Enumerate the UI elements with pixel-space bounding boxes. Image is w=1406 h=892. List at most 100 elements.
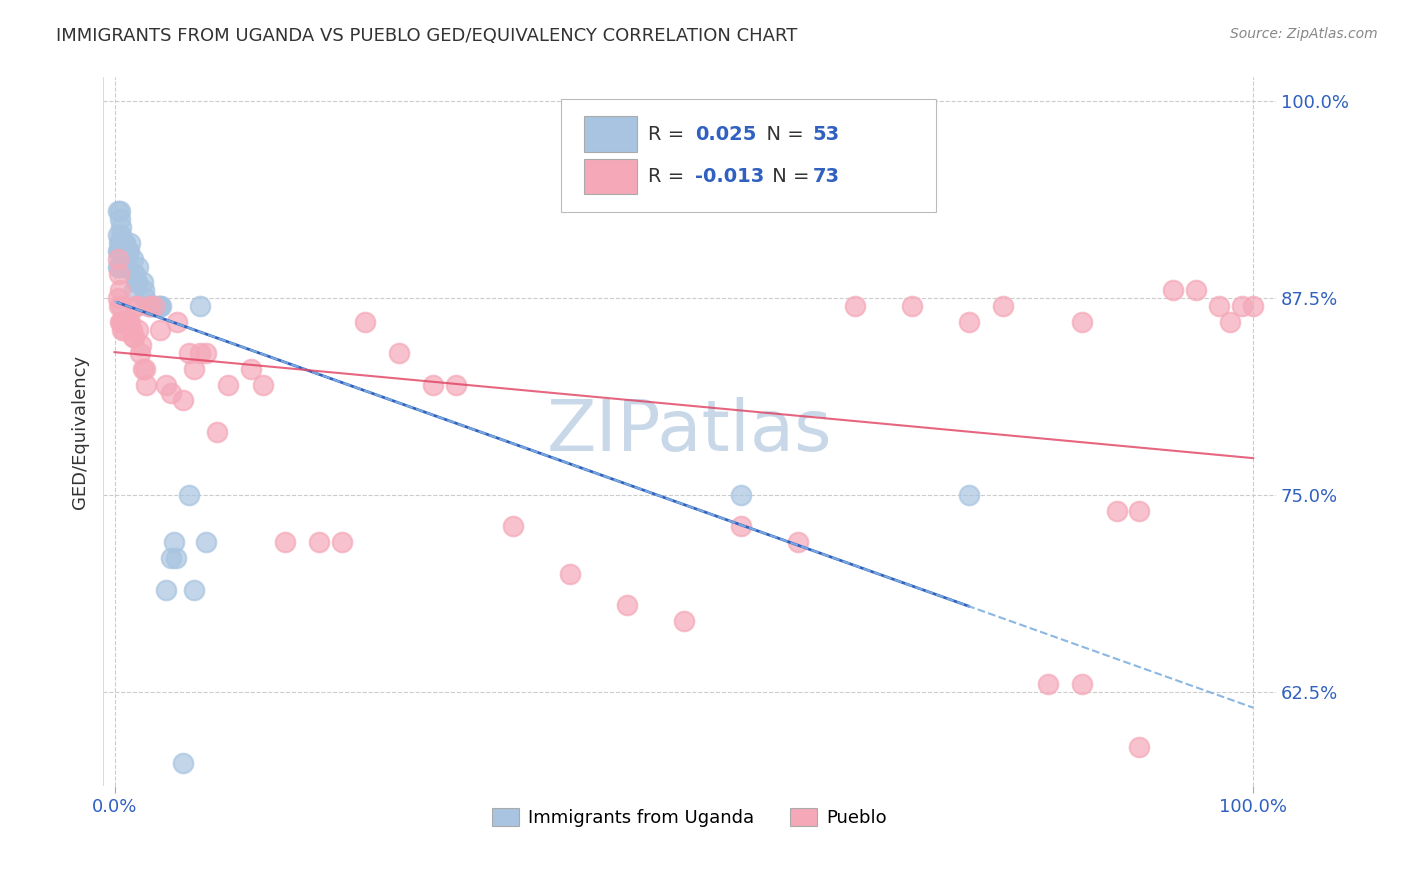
Point bbox=[115, 315, 138, 329]
Text: R =: R = bbox=[648, 125, 690, 144]
Point bbox=[183, 362, 205, 376]
Point bbox=[177, 488, 200, 502]
Text: ZIPatlas: ZIPatlas bbox=[547, 398, 832, 467]
Point bbox=[110, 220, 132, 235]
Point bbox=[194, 535, 217, 549]
Point bbox=[252, 377, 274, 392]
Point bbox=[138, 299, 160, 313]
Point bbox=[129, 338, 152, 352]
Point bbox=[143, 299, 166, 313]
Point bbox=[120, 235, 142, 250]
Point bbox=[108, 235, 131, 250]
Point bbox=[900, 299, 922, 313]
Point bbox=[112, 322, 135, 336]
Text: N =: N = bbox=[766, 167, 815, 186]
Point bbox=[134, 362, 156, 376]
Point bbox=[240, 362, 263, 376]
Point bbox=[111, 260, 134, 274]
Point bbox=[112, 315, 135, 329]
Point bbox=[107, 252, 129, 266]
Point bbox=[354, 315, 377, 329]
Point bbox=[107, 204, 129, 219]
Point bbox=[118, 244, 141, 258]
Point bbox=[138, 299, 160, 313]
Point bbox=[957, 315, 980, 329]
Point bbox=[1241, 299, 1264, 313]
Text: 73: 73 bbox=[813, 167, 839, 186]
Point bbox=[177, 346, 200, 360]
Point bbox=[163, 535, 186, 549]
Point bbox=[108, 244, 131, 258]
Point bbox=[115, 244, 138, 258]
Point bbox=[1071, 315, 1094, 329]
Point bbox=[141, 299, 163, 313]
Point bbox=[111, 315, 134, 329]
Point bbox=[1163, 283, 1185, 297]
Point bbox=[616, 599, 638, 613]
Point bbox=[1071, 677, 1094, 691]
Point bbox=[217, 377, 239, 392]
Point bbox=[111, 235, 134, 250]
Point bbox=[1230, 299, 1253, 313]
Point bbox=[149, 322, 172, 336]
Text: R =: R = bbox=[648, 167, 690, 186]
Point bbox=[110, 227, 132, 242]
Point bbox=[127, 299, 149, 313]
Point bbox=[112, 252, 135, 266]
Point bbox=[730, 488, 752, 502]
Point bbox=[122, 283, 145, 297]
Point bbox=[107, 291, 129, 305]
Point bbox=[388, 346, 411, 360]
Point bbox=[155, 377, 177, 392]
Point bbox=[188, 346, 211, 360]
Point bbox=[121, 330, 143, 344]
Point bbox=[558, 566, 581, 581]
Point bbox=[117, 315, 139, 329]
Point bbox=[160, 385, 183, 400]
Point bbox=[150, 299, 173, 313]
Text: IMMIGRANTS FROM UGANDA VS PUEBLO GED/EQUIVALENCY CORRELATION CHART: IMMIGRANTS FROM UGANDA VS PUEBLO GED/EQU… bbox=[56, 27, 797, 45]
Point bbox=[115, 260, 138, 274]
Text: N =: N = bbox=[754, 125, 810, 144]
Point bbox=[188, 299, 211, 313]
Point bbox=[139, 299, 162, 313]
Point bbox=[107, 244, 129, 258]
Point bbox=[274, 535, 297, 549]
Point bbox=[502, 519, 524, 533]
Point bbox=[146, 299, 169, 313]
Point bbox=[165, 551, 187, 566]
Point bbox=[160, 551, 183, 566]
Point bbox=[114, 260, 136, 274]
Point bbox=[1105, 504, 1128, 518]
Point bbox=[844, 299, 866, 313]
Point bbox=[1128, 504, 1150, 518]
Point bbox=[194, 346, 217, 360]
Point bbox=[122, 268, 145, 282]
Point bbox=[125, 275, 148, 289]
Point bbox=[1219, 315, 1241, 329]
Point bbox=[127, 322, 149, 336]
FancyBboxPatch shape bbox=[561, 99, 936, 212]
Point bbox=[120, 315, 142, 329]
Point bbox=[422, 377, 444, 392]
Point bbox=[786, 535, 808, 549]
Point bbox=[107, 260, 129, 274]
Point bbox=[108, 283, 131, 297]
Point bbox=[1038, 677, 1060, 691]
Point bbox=[111, 322, 134, 336]
Point bbox=[108, 204, 131, 219]
Point bbox=[957, 488, 980, 502]
Point bbox=[205, 425, 228, 439]
Point bbox=[115, 315, 138, 329]
Point bbox=[183, 582, 205, 597]
Point bbox=[107, 227, 129, 242]
Point bbox=[117, 244, 139, 258]
Point bbox=[122, 330, 145, 344]
Point bbox=[121, 252, 143, 266]
Point bbox=[1208, 299, 1230, 313]
Text: 0.025: 0.025 bbox=[696, 125, 756, 144]
Point bbox=[108, 244, 131, 258]
Point bbox=[124, 268, 146, 282]
Point bbox=[135, 377, 157, 392]
Point bbox=[108, 212, 131, 227]
